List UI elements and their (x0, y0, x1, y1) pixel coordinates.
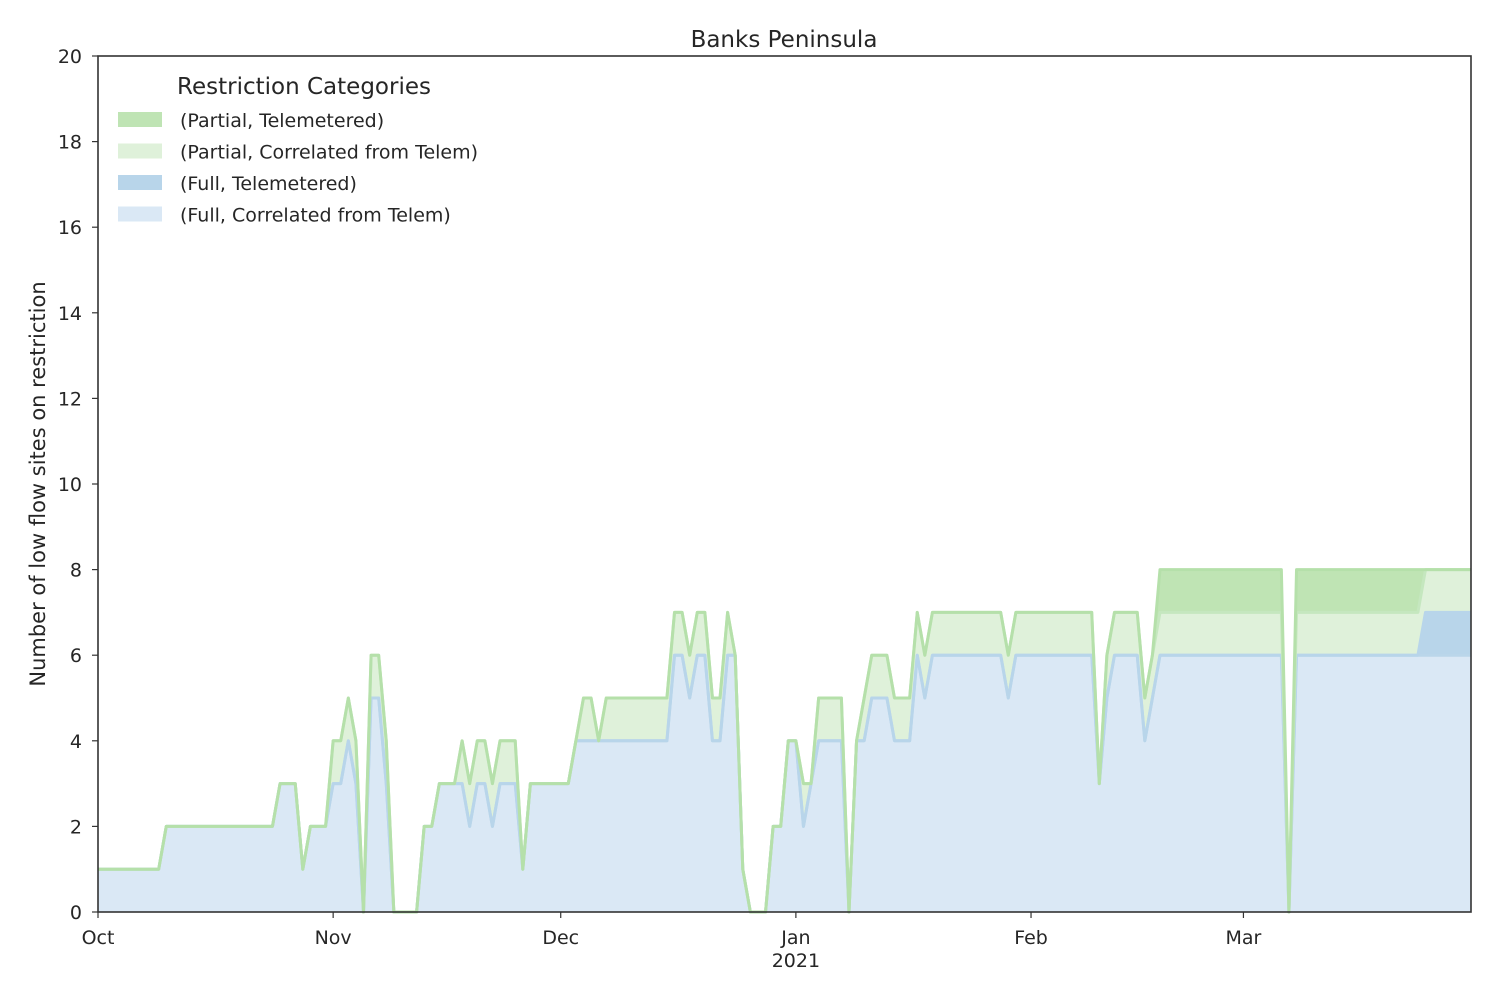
series-line-3 (98, 568, 1471, 914)
y-tick-label: 4 (70, 731, 82, 753)
x-tick-label: Mar (1226, 927, 1262, 949)
x-tick-label: Oct (82, 927, 115, 949)
y-tick-label: 18 (58, 132, 82, 154)
y-tick-label: 2 (70, 816, 82, 838)
legend-title: Restriction Categories (177, 74, 431, 100)
legend-item[interactable]: (Partial, Telemetered) (118, 110, 384, 132)
y-tick-label: 6 (70, 645, 82, 667)
chart-title: Banks Peninsula (691, 27, 878, 53)
x-tick-label: Jan (780, 927, 810, 949)
x-tick-label: Feb (1014, 927, 1048, 949)
y-tick-label: 8 (70, 560, 82, 582)
x-tick-label: Nov (315, 927, 352, 949)
y-tick-label: 14 (58, 303, 82, 325)
y-tick-label: 12 (58, 388, 82, 410)
y-tick-label: 20 (58, 46, 82, 68)
legend-swatch (118, 112, 162, 127)
legend-label: (Full, Telemetered) (180, 173, 357, 195)
y-tick-label: 16 (58, 217, 82, 239)
area-0 (98, 655, 1471, 912)
legend-item[interactable]: (Full, Correlated from Telem) (118, 205, 451, 227)
legend-items: (Partial, Telemetered) (Partial, Correlat… (118, 110, 478, 227)
area-3 (98, 569, 1471, 912)
y-tick-label: 10 (58, 474, 82, 496)
legend[interactable]: Restriction Categories (Partial, Telemet… (118, 74, 478, 227)
legend-item[interactable]: (Partial, Correlated from Telem) (118, 142, 478, 164)
legend-swatch (118, 143, 162, 159)
series-lines (98, 568, 1471, 914)
y-axis-label: Number of low flow sites on restriction (26, 281, 50, 686)
legend-label: (Partial, Telemetered) (180, 110, 384, 132)
x-axis: Oct Nov Dec Jan Feb Mar 2021 (82, 912, 1262, 972)
legend-label: (Full, Correlated from Telem) (180, 205, 451, 227)
y-axis: 0 2 4 6 8 10 12 14 16 18 20 (58, 46, 98, 924)
x-tick-label: Dec (542, 927, 579, 949)
x-tick-year-label: 2021 (772, 950, 820, 972)
legend-item[interactable]: (Full, Telemetered) (118, 173, 357, 195)
y-tick-label: 0 (70, 902, 82, 924)
legend-swatch (118, 206, 162, 222)
legend-label: (Partial, Correlated from Telem) (180, 142, 478, 164)
legend-swatch (118, 175, 162, 190)
